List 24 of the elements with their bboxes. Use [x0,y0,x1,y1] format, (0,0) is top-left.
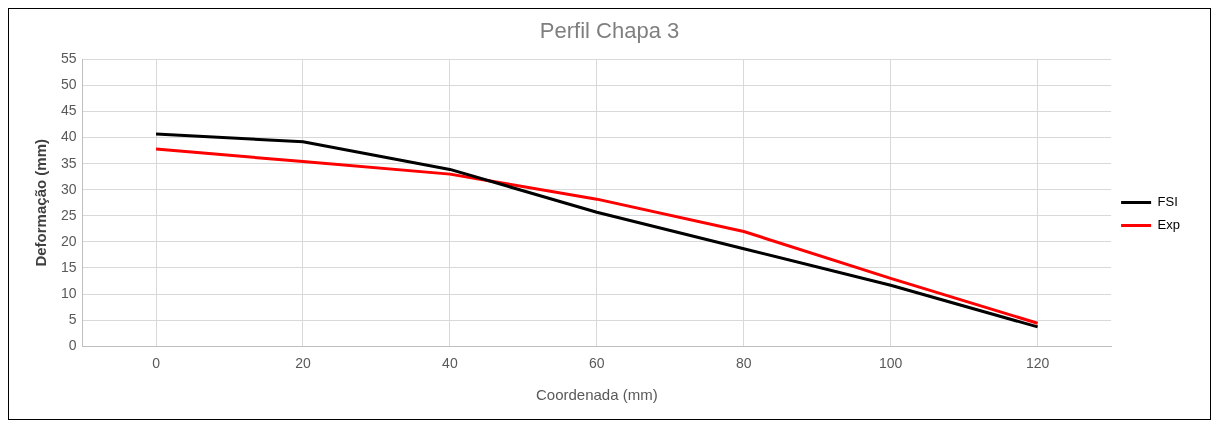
x-tick-label: 40 [442,355,458,372]
y-tick-label: 20 [60,232,77,249]
y-tick-label: 35 [60,154,77,171]
y-tick-label: 40 [60,128,77,145]
x-tick-label: 60 [589,355,605,372]
legend-label: Exp [1157,217,1181,233]
x-axis-title: Coordenada (mm) [535,386,658,404]
y-tick-label: 0 [68,337,77,354]
x-tick-label: 100 [879,355,903,372]
y-axis-title: Deformação (mm) [32,139,50,267]
y-tick-label: 30 [60,180,77,197]
x-tick-label: 20 [295,355,311,372]
y-tick-label: 5 [68,310,77,327]
y-tick-label: 10 [60,284,77,301]
y-tick-label: 25 [60,206,77,223]
y-tick-label: 45 [60,102,77,119]
y-tick-label: 55 [60,50,77,67]
chart-title: Perfil Chapa 3 [539,18,680,44]
legend-label: FSI [1157,194,1178,210]
y-tick-label: 50 [60,76,77,93]
y-tick-label: 15 [60,258,77,275]
x-tick-label: 120 [1025,355,1050,372]
x-tick-label: 80 [735,355,752,372]
x-tick-label: 0 [152,355,161,372]
